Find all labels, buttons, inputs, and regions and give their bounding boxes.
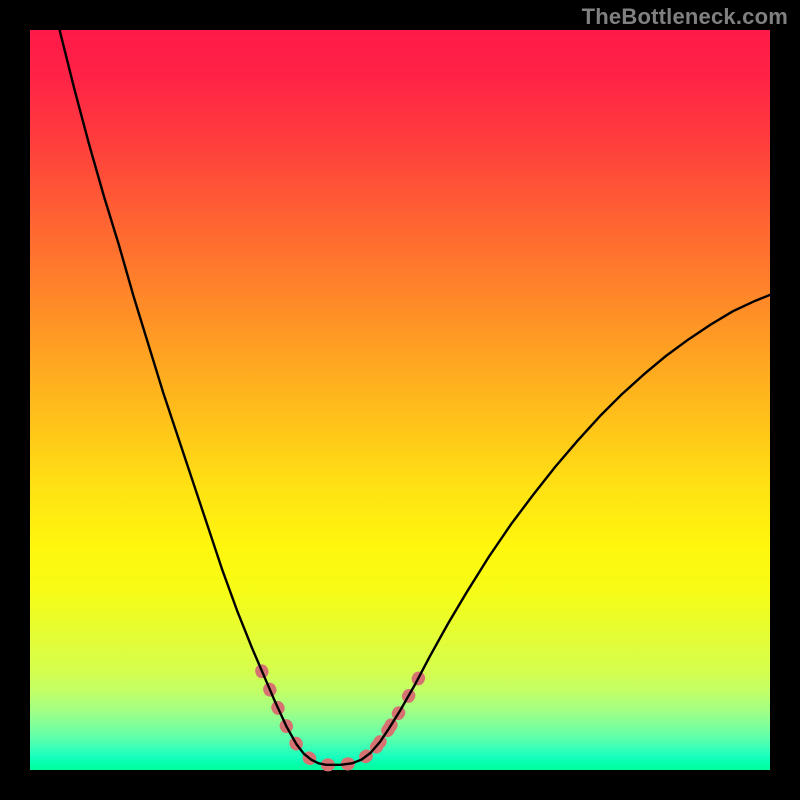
plot-area <box>30 30 770 770</box>
curve-layer <box>30 30 770 770</box>
bottleneck-curve <box>60 30 770 765</box>
watermark-text: TheBottleneck.com <box>582 4 788 30</box>
chart-frame: TheBottleneck.com <box>0 0 800 800</box>
